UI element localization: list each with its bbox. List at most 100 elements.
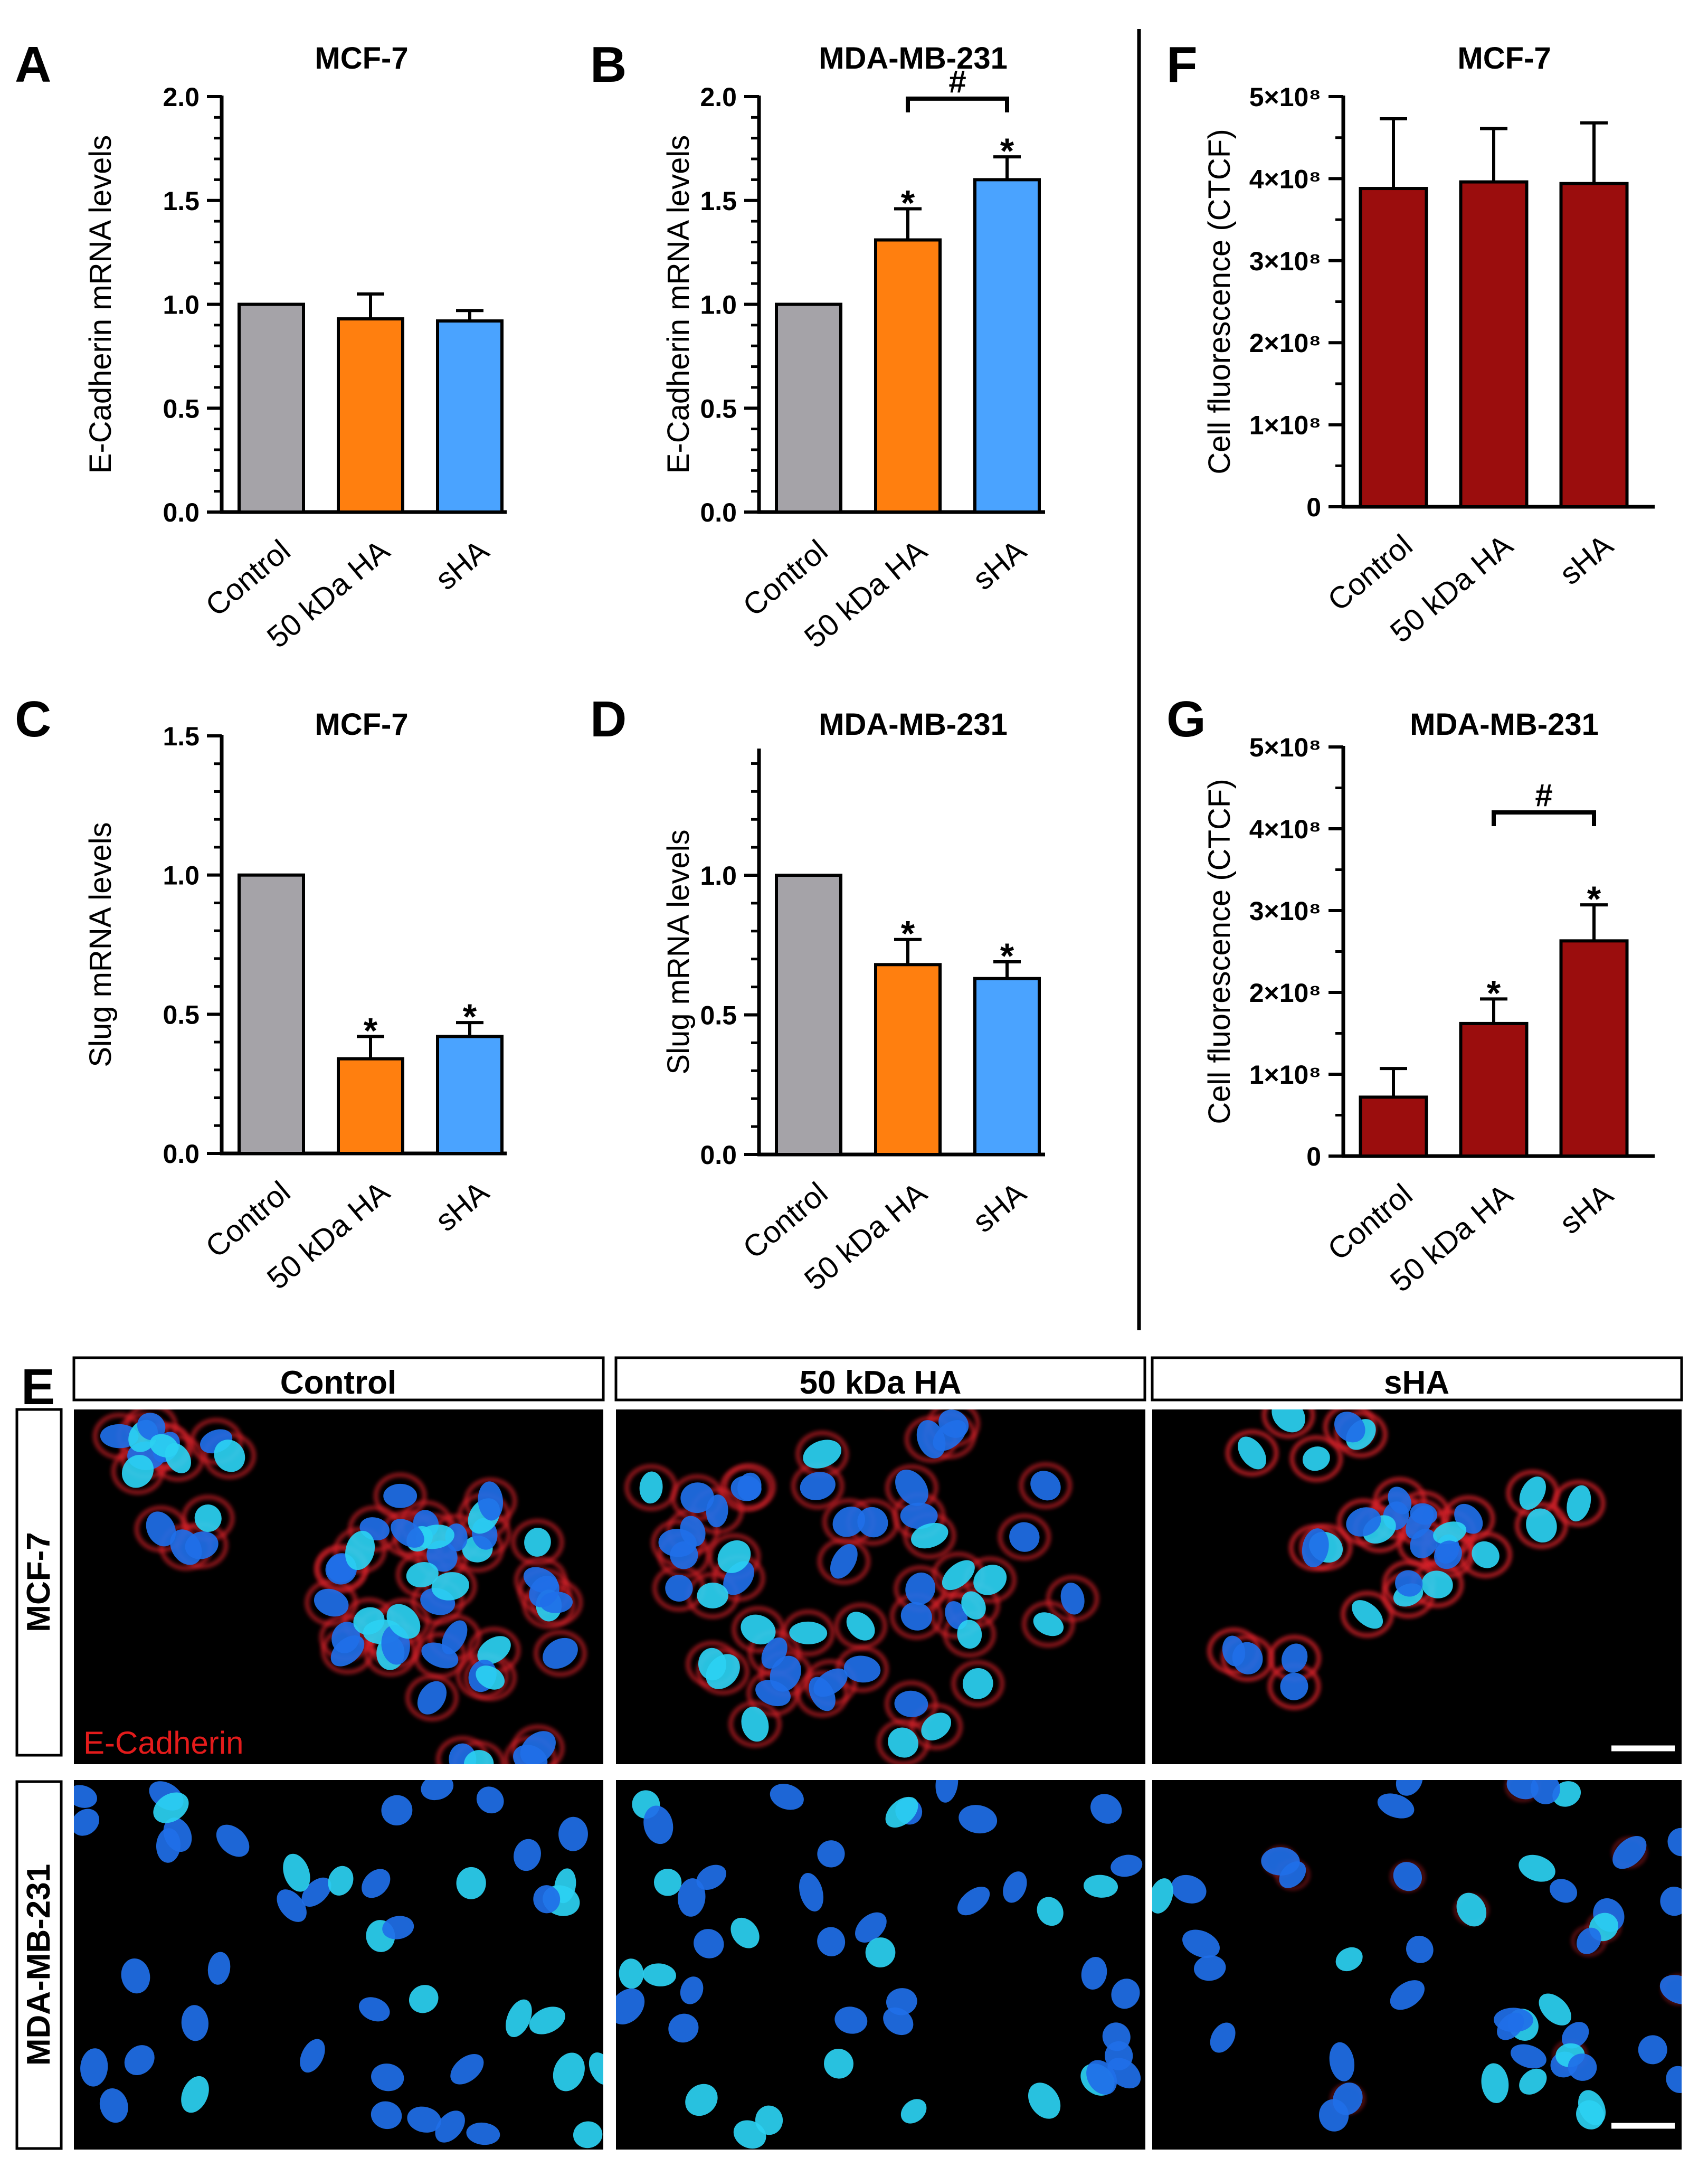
nucleus bbox=[514, 1839, 541, 1871]
y-tick-label: 0.5 bbox=[700, 394, 737, 423]
nucleus bbox=[1086, 2060, 1117, 2095]
nucleus bbox=[1279, 1861, 1306, 1888]
membrane-stain bbox=[998, 1513, 1051, 1560]
y-tick-label: 0.5 bbox=[163, 1000, 200, 1029]
membrane-stain bbox=[1334, 1411, 1388, 1458]
nucleus bbox=[888, 1727, 918, 1758]
nucleus bbox=[371, 2064, 404, 2091]
nucleus bbox=[121, 1454, 154, 1488]
bar-50-kda-ha bbox=[1459, 180, 1529, 508]
nucleus bbox=[1003, 1871, 1027, 1903]
nucleus bbox=[741, 1707, 769, 1742]
nucleus bbox=[1472, 1541, 1500, 1568]
significance-mark: * bbox=[1587, 879, 1601, 919]
nucleus bbox=[1388, 1487, 1412, 1515]
y-tick-label: 3×10⁸ bbox=[1249, 247, 1321, 276]
nucleus bbox=[855, 1912, 887, 1943]
y-axis-label: Slug mRNA levels bbox=[83, 822, 118, 1067]
nucleus bbox=[283, 1853, 310, 1892]
membrane-stain bbox=[534, 1630, 587, 1677]
nucleus bbox=[1434, 1540, 1462, 1569]
nucleus bbox=[146, 1511, 176, 1547]
nucleus bbox=[770, 1784, 804, 1810]
significance-mark: * bbox=[1000, 936, 1014, 976]
bar-sha bbox=[436, 1035, 504, 1156]
y-tick-label: 5×10⁸ bbox=[1249, 733, 1321, 762]
nucleus bbox=[1083, 1875, 1118, 1898]
nucleus bbox=[1280, 1672, 1308, 1700]
y-tick-label: 0.5 bbox=[163, 394, 200, 423]
x-tick-label: sHA bbox=[429, 1175, 496, 1238]
nucleus bbox=[421, 1642, 459, 1669]
nucleus bbox=[476, 1665, 505, 1690]
nucleus bbox=[383, 1483, 417, 1508]
y-tick-label: 2×10⁸ bbox=[1249, 328, 1321, 358]
nucleus bbox=[1506, 1780, 1539, 1800]
significance-mark: * bbox=[901, 183, 915, 223]
membrane-stain bbox=[305, 1579, 358, 1626]
panel-letter-b: B bbox=[590, 36, 627, 93]
nucleus bbox=[194, 1504, 222, 1532]
nucleus bbox=[382, 1916, 414, 1939]
membrane-stain bbox=[1226, 1430, 1279, 1476]
nucleus bbox=[1171, 1875, 1207, 1904]
y-tick-label: 1×10⁸ bbox=[1249, 1060, 1321, 1090]
nucleus bbox=[921, 1712, 952, 1741]
nucleus bbox=[680, 1516, 706, 1547]
nucleus bbox=[330, 1635, 365, 1667]
nucleus bbox=[477, 1636, 511, 1665]
nucleus bbox=[589, 2052, 603, 2085]
nucleus bbox=[450, 2054, 484, 2085]
stain-label: E-Cadherin bbox=[83, 1725, 244, 1761]
nucleus bbox=[1033, 1612, 1064, 1636]
nucleus bbox=[1037, 1897, 1064, 1926]
nucleus bbox=[1102, 2022, 1131, 2051]
nucleus bbox=[697, 1582, 728, 1608]
nucleus bbox=[706, 1494, 728, 1528]
nucleus bbox=[1081, 1957, 1107, 1990]
bar-control bbox=[238, 302, 305, 514]
micrograph-1-2 bbox=[1152, 1780, 1682, 2150]
y-tick-label: 1.5 bbox=[163, 186, 200, 216]
x-tick-label: Control bbox=[736, 1176, 834, 1265]
nucleus bbox=[832, 1507, 866, 1537]
nucleus bbox=[803, 1440, 842, 1469]
membrane-stain bbox=[1221, 1635, 1274, 1682]
nucleus bbox=[543, 1638, 578, 1669]
micrograph-0-1 bbox=[616, 1409, 1145, 1764]
nucleus bbox=[1390, 1980, 1425, 2010]
nucleus bbox=[1028, 2083, 1061, 2119]
nucleus bbox=[1009, 1522, 1040, 1552]
nucleus bbox=[74, 1785, 97, 1808]
nucleus bbox=[905, 1572, 936, 1605]
nucleus bbox=[755, 2105, 783, 2135]
bar-50-kda-ha bbox=[337, 1057, 404, 1155]
nucleus bbox=[865, 1937, 896, 1968]
nucleus bbox=[639, 1471, 663, 1504]
nucleus bbox=[962, 1668, 993, 1699]
nucleus bbox=[846, 1612, 875, 1641]
nucleus bbox=[741, 1614, 776, 1645]
micrograph-0-0 bbox=[74, 1409, 603, 1764]
y-tick-label: 3×10⁸ bbox=[1249, 896, 1321, 926]
nucleus bbox=[933, 1420, 967, 1451]
y-tick-label: 4×10⁸ bbox=[1249, 815, 1321, 844]
nucleus bbox=[1519, 1854, 1555, 1882]
nucleus bbox=[1393, 1862, 1422, 1891]
nucleus bbox=[680, 1482, 714, 1513]
nucleus bbox=[371, 2101, 402, 2129]
bracket-label: # bbox=[948, 64, 966, 99]
nucleus bbox=[900, 1602, 932, 1631]
nucleus bbox=[1302, 1446, 1330, 1471]
nucleus bbox=[1494, 2008, 1533, 2032]
nucleus bbox=[449, 1743, 477, 1764]
x-tick-label: sHA bbox=[429, 533, 496, 597]
x-tick-label: Control bbox=[1321, 1177, 1419, 1267]
nucleus bbox=[553, 2052, 585, 2091]
nucleus bbox=[961, 1591, 986, 1620]
nucleus bbox=[911, 1522, 948, 1549]
nucleus bbox=[456, 1867, 486, 1899]
panel-c-chart: C MCF-7 0.0 0.5 1.0 1.5 Slug mRNA levels Contro… bbox=[15, 691, 507, 1296]
nucleus bbox=[99, 2088, 128, 2123]
panel-letter-e: E bbox=[21, 1359, 55, 1415]
